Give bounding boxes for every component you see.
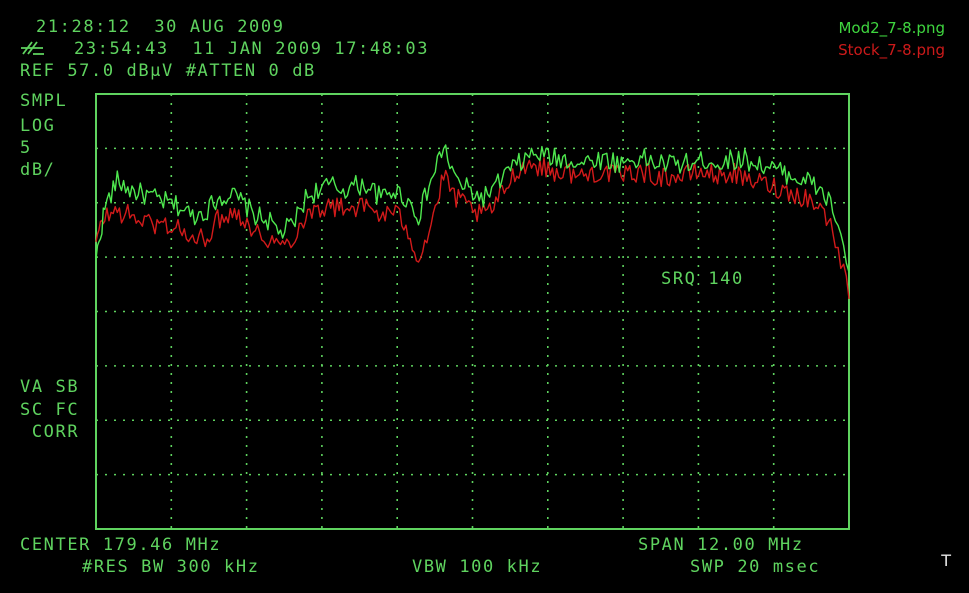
- sc-fc-annotation: SC FC: [20, 400, 80, 420]
- legend-mod2: Mod2_7-8.png: [838, 19, 945, 37]
- detector-mode-label: SMPL: [20, 91, 68, 111]
- time-date-readout: 21:28:12 30 AUG 2009: [36, 17, 285, 37]
- video-bandwidth-readout: VBW 100 kHz: [412, 557, 543, 577]
- instrument-logo-icon: [21, 41, 44, 55]
- srq-marker-text: SRQ 140: [661, 269, 744, 289]
- trace-mod2: [95, 144, 850, 273]
- scale-type-label: LOG: [20, 116, 56, 136]
- span-readout: SPAN 12.00 MHz: [638, 535, 804, 555]
- sweep-time-readout: SWP 20 msec: [690, 557, 821, 577]
- center-frequency-readout: CENTER 179.46 MHz: [20, 535, 222, 555]
- scale-value-label: 5: [20, 138, 32, 158]
- reference-level-readout: REF 57.0 dBμV #ATTEN 0 dB: [20, 61, 316, 81]
- legend-stock: Stock_7-8.png: [838, 41, 945, 59]
- graticule: [95, 93, 850, 530]
- trace-stock: [95, 157, 850, 300]
- sweep-timestamp: 23:54:43 11 JAN 2009 17:48:03: [74, 39, 430, 59]
- corr-annotation: CORR: [20, 422, 80, 442]
- corner-mark: T: [941, 551, 951, 570]
- scale-unit-label: dB/: [20, 160, 56, 180]
- resolution-bandwidth-readout: #RES BW 300 kHz: [82, 557, 260, 577]
- traces: [95, 144, 850, 300]
- va-sb-annotation: VA SB: [20, 377, 80, 397]
